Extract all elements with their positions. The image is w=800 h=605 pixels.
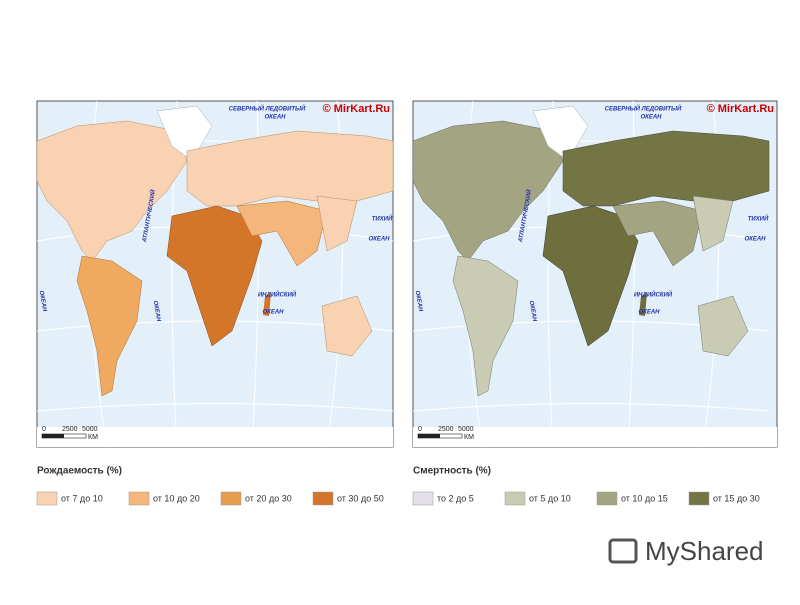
scale-unit: КМ xyxy=(88,434,98,441)
scale-unit: КМ xyxy=(464,434,474,441)
legend-label: от 15 до 30 xyxy=(713,493,760,503)
ocean-label: ИНДИЙСКИЙ xyxy=(258,291,297,299)
legend-label: от 5 до 10 xyxy=(529,493,571,503)
legend-swatch xyxy=(312,491,334,506)
ocean-label: ОКЕАН xyxy=(264,115,286,121)
legend-label: от 10 до 20 xyxy=(153,493,200,503)
scale-bar xyxy=(42,434,64,438)
legend-label: то 2 до 5 xyxy=(437,493,474,503)
legend-title: Рождаемость (%) xyxy=(37,466,122,477)
ocean-label: ОКЕАН xyxy=(414,290,424,312)
scale-tick: 2500 xyxy=(438,426,454,433)
ocean-label: ОКЕАН xyxy=(744,237,766,243)
legend-swatch xyxy=(504,491,526,506)
ocean-label: СЕВЕРНЫЙ ЛЕДОВИТЫЙ xyxy=(229,105,306,113)
legend-swatch xyxy=(220,491,242,506)
ocean-label: ОКЕАН xyxy=(640,115,662,121)
legend-title: Смертность (%) xyxy=(413,466,491,477)
scale-bar xyxy=(418,434,440,438)
ocean-label: ОКЕАН xyxy=(638,310,660,316)
scale-tick: 5000 xyxy=(458,426,474,433)
scale-tick: 0 xyxy=(418,426,422,433)
legend-swatch xyxy=(128,491,150,506)
legend-swatch xyxy=(596,491,618,506)
ocean-label: ОКЕАН xyxy=(38,290,48,312)
legend-swatch xyxy=(412,491,434,506)
legend-label: от 30 до 50 xyxy=(337,493,384,503)
map-birth xyxy=(36,100,394,448)
ocean-label: ТИХИЙ xyxy=(748,215,769,223)
scale-tick: 5000 xyxy=(82,426,98,433)
ocean-label: ОКЕАН xyxy=(368,237,390,243)
map-credit: © MirKart.Ru xyxy=(323,103,390,115)
map-credit: © MirKart.Ru xyxy=(707,103,774,115)
ocean-label: ТИХИЙ xyxy=(372,215,393,223)
ocean-label: ОКЕАН xyxy=(152,300,162,322)
ocean-label: ОКЕАН xyxy=(528,300,538,322)
watermark-text: MyShared xyxy=(645,536,764,566)
legend-label: от 7 до 10 xyxy=(61,493,103,503)
legend-swatch xyxy=(36,491,58,506)
ocean-label: ИНДИЙСКИЙ xyxy=(634,291,673,299)
map-death xyxy=(412,100,778,448)
ocean-label: ОКЕАН xyxy=(262,310,284,316)
legend-swatch xyxy=(688,491,710,506)
legend-label: от 20 до 30 xyxy=(245,493,292,503)
scale-tick: 2500 xyxy=(62,426,78,433)
scale-tick: 0 xyxy=(42,426,46,433)
ocean-label: СЕВЕРНЫЙ ЛЕДОВИТЫЙ xyxy=(605,105,682,113)
watermark: MyShared xyxy=(608,536,764,566)
legend-label: от 10 до 15 xyxy=(621,493,668,503)
